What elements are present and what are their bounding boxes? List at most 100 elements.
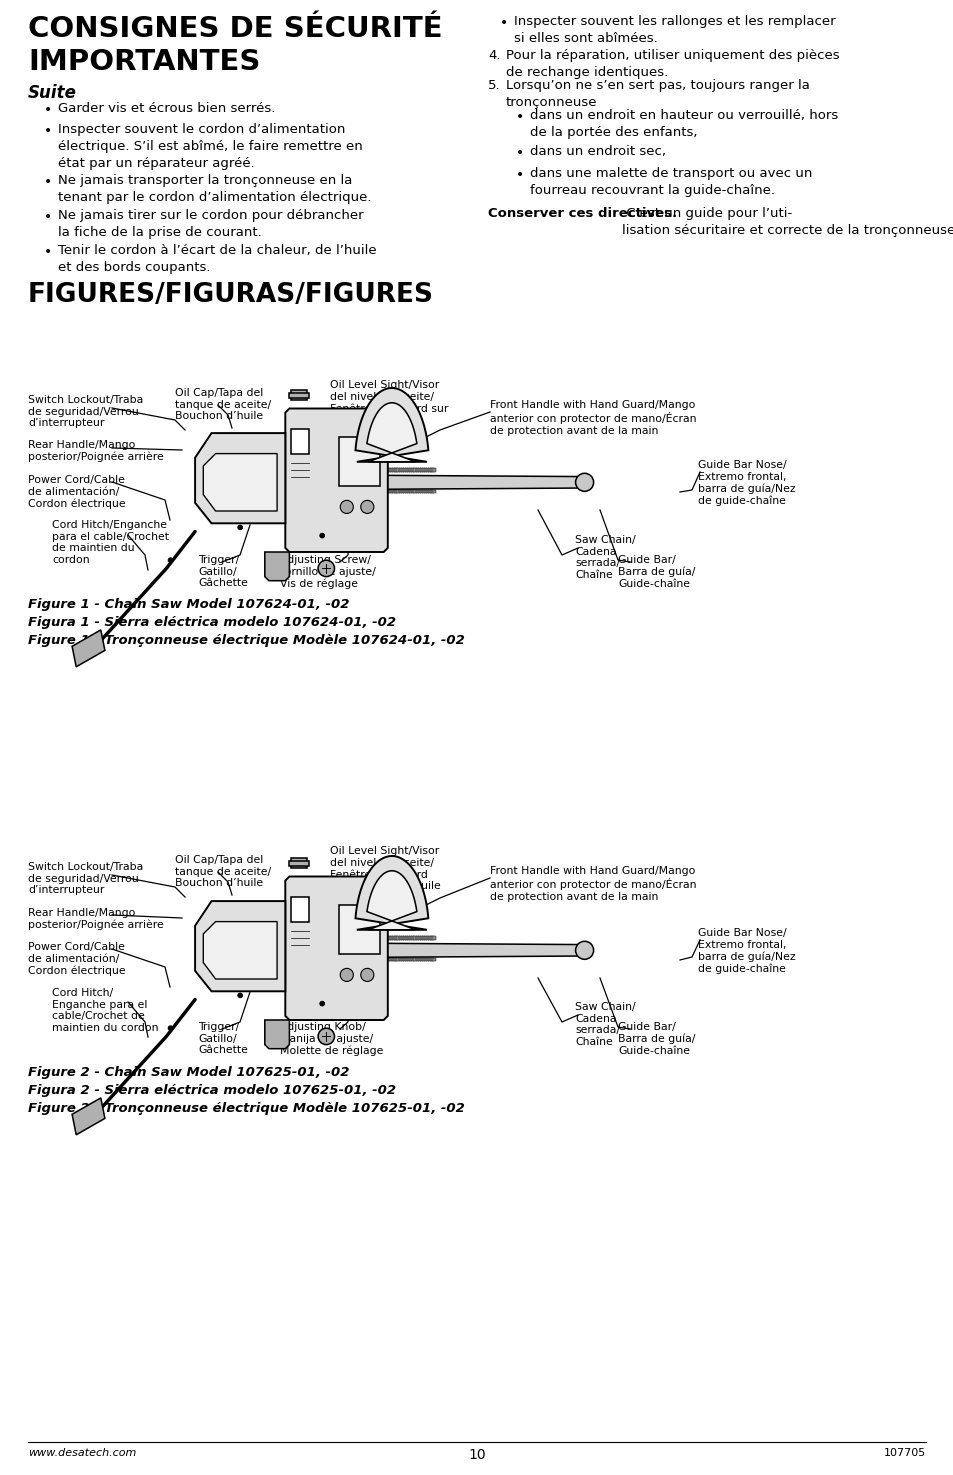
Bar <box>333 469 335 472</box>
Bar <box>360 469 363 472</box>
Bar <box>388 490 391 493</box>
Bar <box>339 490 342 493</box>
Bar <box>426 490 429 493</box>
Circle shape <box>317 560 335 577</box>
Bar <box>362 469 366 472</box>
Text: Figura 2 - Sierra eléctrica modelo 107625-01, -02: Figura 2 - Sierra eléctrica modelo 10762… <box>28 1084 395 1097</box>
Bar <box>320 490 323 493</box>
Text: dans un endroit en hauteur ou verrouillé, hors
de la portée des enfants,: dans un endroit en hauteur ou verrouillé… <box>530 109 838 139</box>
Bar <box>371 937 374 940</box>
Polygon shape <box>265 1021 289 1049</box>
Circle shape <box>237 525 242 530</box>
Bar <box>348 957 351 960</box>
Bar <box>367 490 370 493</box>
Bar <box>407 469 410 472</box>
Bar <box>360 490 363 493</box>
Bar <box>362 490 366 493</box>
Bar <box>333 490 335 493</box>
Text: •: • <box>44 176 52 189</box>
Bar <box>367 957 370 960</box>
Bar <box>331 490 334 493</box>
Bar <box>322 957 325 960</box>
Circle shape <box>575 473 593 491</box>
Bar <box>396 490 399 493</box>
Text: www.desatech.com: www.desatech.com <box>28 1448 136 1457</box>
Text: Switch Lockout/Traba
de seguridad/Verrou
d’interrupteur: Switch Lockout/Traba de seguridad/Verrou… <box>28 861 143 895</box>
Bar <box>400 957 403 960</box>
Bar <box>379 490 382 493</box>
Bar <box>352 937 355 940</box>
Bar <box>432 490 436 493</box>
Bar <box>291 897 309 922</box>
Bar <box>331 937 334 940</box>
Text: Guide Bar Nose/
Extremo frontal,
barra de guía/Nez
de guide-chaîne: Guide Bar Nose/ Extremo frontal, barra d… <box>698 928 795 974</box>
Bar <box>358 490 361 493</box>
Bar <box>341 469 344 472</box>
Bar <box>432 469 436 472</box>
Polygon shape <box>285 409 387 552</box>
Bar <box>373 957 376 960</box>
Bar <box>385 469 389 472</box>
Bar <box>324 469 328 472</box>
Bar <box>317 957 321 960</box>
Bar <box>375 937 378 940</box>
Bar <box>426 937 429 940</box>
Bar <box>430 957 434 960</box>
Bar <box>339 957 342 960</box>
Bar <box>369 937 372 940</box>
Bar <box>364 957 368 960</box>
Polygon shape <box>367 870 416 929</box>
Bar <box>432 957 436 960</box>
Bar <box>423 490 427 493</box>
Bar <box>379 469 382 472</box>
Bar <box>396 469 399 472</box>
Bar <box>428 469 431 472</box>
Bar <box>348 937 351 940</box>
Text: Pour la réparation, utiliser uniquement des pièces
de rechange identiques.: Pour la réparation, utiliser uniquement … <box>505 49 839 80</box>
Text: Saw Chain/
Cadena
serrada/
Chaîne: Saw Chain/ Cadena serrada/ Chaîne <box>575 1002 635 1047</box>
Bar <box>417 469 420 472</box>
Polygon shape <box>314 943 584 957</box>
Text: Figure 2 - Tronçonneuse électrique Modèle 107625-01, -02: Figure 2 - Tronçonneuse électrique Modèl… <box>28 1102 464 1115</box>
Bar <box>428 957 431 960</box>
Bar <box>394 957 397 960</box>
Text: Trigger/
Gatillo/
Gâchette: Trigger/ Gatillo/ Gâchette <box>198 1022 248 1055</box>
Bar <box>392 469 395 472</box>
Bar <box>324 490 328 493</box>
Bar <box>385 490 389 493</box>
Text: Guide Bar Nose/
Extremo frontal,
barra de guía/Nez
de guide-chaîne: Guide Bar Nose/ Extremo frontal, barra d… <box>698 460 795 506</box>
Bar <box>343 937 347 940</box>
Bar <box>336 937 340 940</box>
Text: Oil Level Sight/Visor
del nivel de aceite/
Fenêtre de regard
sur le niveau d’hui: Oil Level Sight/Visor del nivel de aceit… <box>330 847 440 891</box>
Text: Front Handle with Hand Guard/Mango
anterior con protector de mano/Écran
de prote: Front Handle with Hand Guard/Mango anter… <box>490 400 696 435</box>
Bar <box>379 937 382 940</box>
Bar <box>381 957 384 960</box>
Bar <box>350 469 353 472</box>
Bar <box>423 937 427 940</box>
Bar <box>375 490 378 493</box>
Bar <box>430 469 434 472</box>
Bar <box>390 957 393 960</box>
Bar <box>407 957 410 960</box>
Bar <box>329 937 332 940</box>
Bar <box>317 937 321 940</box>
Polygon shape <box>203 922 276 979</box>
Text: Saw Chain/
Cadena
serrada/
Chaîne: Saw Chain/ Cadena serrada/ Chaîne <box>575 535 635 580</box>
Text: Rear Handle/Mango
posterior/Poignée arrière: Rear Handle/Mango posterior/Poignée arri… <box>28 440 164 462</box>
Bar <box>416 490 418 493</box>
Bar <box>417 490 420 493</box>
Bar <box>381 469 384 472</box>
Bar <box>396 957 399 960</box>
Bar <box>364 469 368 472</box>
Text: Inspecter souvent le cordon d’alimentation
électrique. S’il est abîmé, le faire : Inspecter souvent le cordon d’alimentati… <box>58 122 362 170</box>
Bar <box>352 957 355 960</box>
Bar <box>385 957 389 960</box>
Bar <box>394 937 397 940</box>
Bar <box>291 858 307 869</box>
Text: 107705: 107705 <box>882 1448 925 1457</box>
Text: Cord Hitch/
Enganche para el
cable/Crochet de
maintien du cordon: Cord Hitch/ Enganche para el cable/Croch… <box>52 988 158 1032</box>
Polygon shape <box>72 630 105 667</box>
Bar <box>322 490 325 493</box>
Bar <box>394 469 397 472</box>
Bar <box>377 490 380 493</box>
